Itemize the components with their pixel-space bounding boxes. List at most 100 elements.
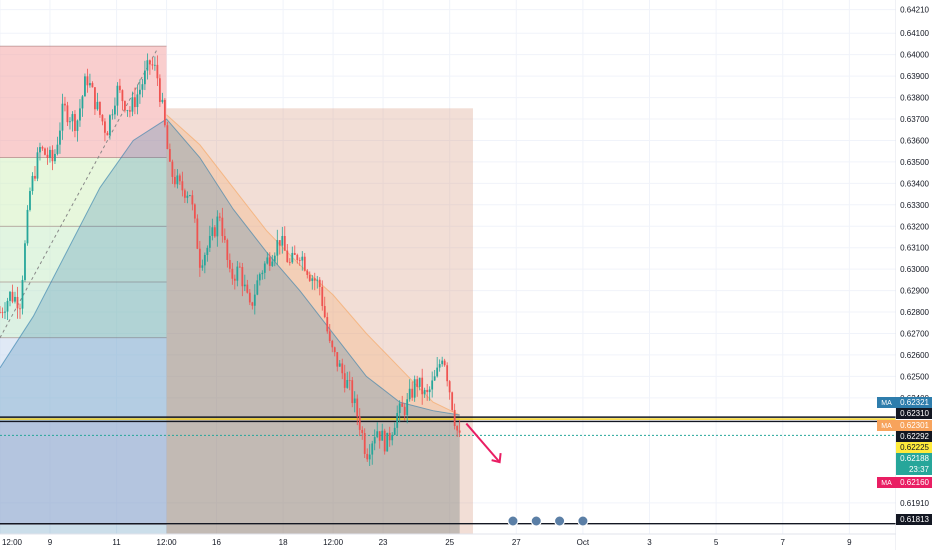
time-axis-tick-label: 9 — [48, 538, 53, 547]
candle-body — [171, 161, 174, 177]
candle-body — [396, 413, 399, 428]
annotations — [465, 422, 589, 527]
candle-body — [381, 430, 384, 441]
candle-body — [393, 427, 396, 435]
time-axis-tick-label: 12:00 — [157, 538, 178, 547]
candle-body — [233, 278, 236, 281]
candle-body — [318, 279, 321, 287]
candle-body — [101, 114, 104, 122]
candle-body — [268, 257, 271, 266]
candle-body — [413, 379, 416, 398]
candle-body — [426, 389, 429, 393]
candle-body — [186, 195, 189, 198]
candle-body — [71, 114, 74, 122]
candle-body — [438, 364, 441, 368]
ma-tag-label: MA — [881, 423, 892, 430]
horizontal-lines — [0, 416, 896, 525]
candle-body — [178, 175, 181, 182]
candle-body — [31, 175, 34, 192]
price-label-value: 0.62292 — [900, 432, 929, 441]
candle-body — [221, 217, 224, 237]
candle-body — [418, 377, 421, 387]
candle-body — [348, 380, 351, 381]
price-label-badge — [896, 420, 932, 431]
candle-body — [231, 268, 234, 279]
candle-body — [131, 97, 134, 112]
candle-body — [378, 431, 381, 441]
price-label-badge — [896, 397, 932, 408]
candle-body — [49, 149, 51, 158]
candle-body — [358, 416, 361, 430]
time-axis-tick-label: 18 — [279, 538, 288, 547]
candle-body — [373, 437, 376, 444]
price-axis-tick-label: 0.62900 — [900, 287, 929, 296]
price-axis-tick-label: 0.63800 — [900, 94, 929, 103]
price-labels: MA 0.62321 0.62310 MA 0.62301 0.62292 0.62225 0… — [877, 397, 932, 525]
candle-body — [166, 125, 169, 150]
time-axis-tick-label: Oct — [577, 538, 590, 547]
candle-body — [76, 120, 79, 131]
candle-body — [316, 279, 319, 281]
economic-event-icon — [530, 515, 542, 527]
candle-body — [11, 291, 14, 302]
candle-body — [248, 292, 251, 303]
candle-body — [156, 64, 159, 79]
candle-body — [458, 430, 461, 433]
candle-body — [79, 108, 81, 121]
candle-body — [176, 175, 179, 185]
candle-body — [356, 398, 359, 417]
time-axis-tick-label: 7 — [781, 538, 786, 547]
price-label-value: 0.62321 — [900, 398, 929, 407]
candle-body — [366, 453, 369, 460]
candle-body — [306, 270, 309, 275]
candle-body — [66, 105, 69, 123]
time-axis[interactable]: 12:00 9 11 12:00 16 18 12:00 23 25 27 Oct 3 5 7 9 — [2, 538, 852, 547]
candle-body — [326, 317, 329, 332]
fibonacci-zones — [0, 45, 473, 534]
price-axis-tick-label: 0.64210 — [900, 6, 929, 15]
candle-body — [261, 272, 264, 275]
candle-body — [211, 227, 214, 236]
projection-arrow-shaft — [465, 422, 501, 463]
candle-body — [361, 429, 364, 434]
moving-average-area — [0, 119, 460, 534]
candle-body — [181, 181, 184, 191]
price-axis-tick-label: 0.62700 — [900, 329, 929, 338]
price-candles — [0, 53, 461, 467]
projection-arrow-head — [491, 453, 502, 464]
candle-body — [406, 399, 409, 415]
time-axis-tick-label: 9 — [847, 538, 852, 547]
candle-body — [238, 266, 241, 268]
candle-body — [323, 306, 326, 318]
moving-average-area — [166, 114, 460, 535]
candle-body — [119, 85, 121, 91]
candle-body — [273, 255, 276, 262]
candle-body — [143, 70, 146, 85]
candle-body — [263, 263, 266, 273]
candle-body — [288, 262, 291, 263]
candle-body — [241, 267, 244, 287]
candle-body — [148, 60, 151, 65]
price-label-value: 0.61813 — [900, 515, 929, 524]
candle-body — [54, 153, 56, 162]
candle-body — [293, 252, 296, 255]
price-axis-tick-label: 0.62500 — [900, 372, 929, 381]
candle-body — [218, 216, 221, 218]
candle-body — [296, 254, 299, 261]
candle-body — [401, 403, 404, 407]
price-label-value: 0.62310 — [900, 409, 929, 418]
candle-body — [141, 84, 144, 90]
candle-body — [74, 114, 76, 131]
candle-body — [368, 454, 371, 460]
time-axis-tick-label: 5 — [714, 538, 719, 547]
candle-body — [281, 236, 284, 246]
candle-body — [0, 312, 1, 313]
candle-body — [59, 130, 61, 145]
time-axis-tick-label: 25 — [445, 538, 454, 547]
candle-body — [91, 83, 94, 88]
position-zone — [166, 108, 473, 534]
price-axis-tick-label: 0.62600 — [900, 351, 929, 360]
price-axis-tick-label: 0.63900 — [900, 72, 929, 81]
candle-body — [278, 240, 281, 246]
